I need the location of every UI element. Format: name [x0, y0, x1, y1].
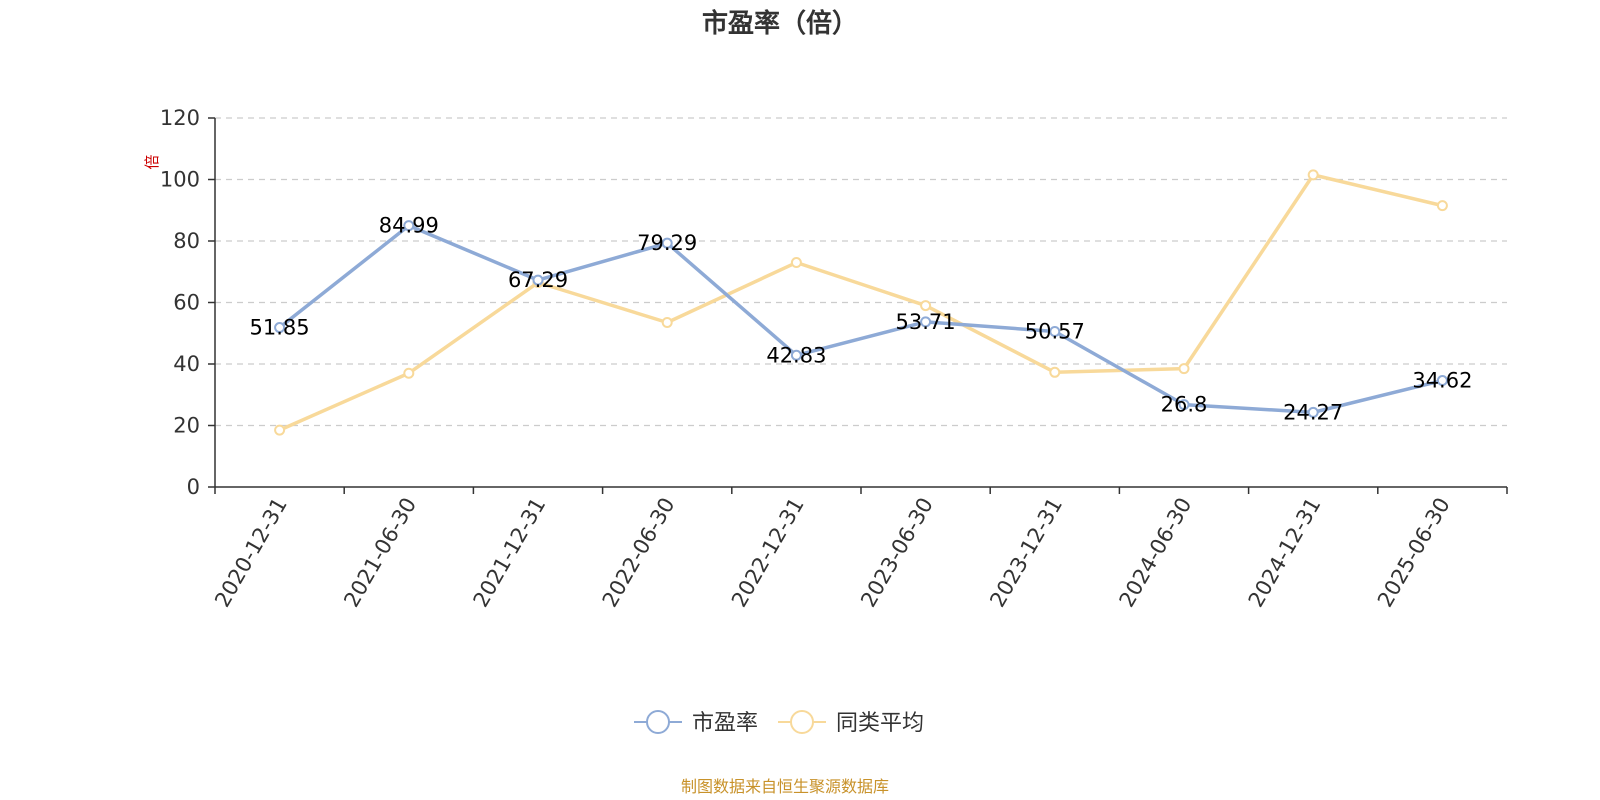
y-tick-label: 80: [173, 229, 200, 253]
data-label: 34.62: [1412, 369, 1472, 393]
data-label: 67.29: [508, 268, 568, 292]
y-axis-unit-label: 倍: [143, 154, 161, 169]
x-tick-label: 2021-06-30: [339, 494, 421, 612]
x-tick-label: 2020-12-31: [210, 494, 292, 612]
data-point[interactable]: [274, 424, 286, 436]
legend-item-1[interactable]: 市盈率: [634, 710, 758, 736]
y-tick-label: 100: [160, 168, 200, 192]
data-point[interactable]: [920, 316, 932, 328]
data-point[interactable]: [403, 367, 415, 379]
x-tick-label: 2023-12-31: [985, 494, 1067, 612]
series-line-2: [277, 173, 1445, 432]
grid-lines: [215, 117, 1507, 427]
data-point[interactable]: [790, 349, 802, 361]
x-tick-label: 2024-06-30: [1115, 494, 1197, 612]
legend[interactable]: 市盈率 同类平均: [634, 710, 924, 736]
legend-marker-icon: [790, 710, 814, 734]
series-line-1: [277, 223, 1445, 415]
data-point[interactable]: [1307, 406, 1319, 418]
data-point[interactable]: [1436, 375, 1448, 387]
data-point[interactable]: [403, 220, 415, 232]
data-point[interactable]: [1049, 366, 1061, 378]
x-tick-label: 2023-06-30: [856, 494, 938, 612]
axes: 0 20 40 60 80 100 120 2020-12-31 2021-06-30 2021-…: [160, 106, 1508, 612]
data-point[interactable]: [661, 237, 673, 249]
data-point[interactable]: [920, 300, 932, 312]
data-label: 50.57: [1025, 319, 1085, 343]
y-tick-label: 0: [187, 475, 200, 499]
x-tick-label: 2021-12-31: [469, 494, 551, 612]
x-tick-label: 2022-06-30: [598, 494, 680, 612]
y-tick-label: 120: [160, 106, 200, 130]
legend-marker-icon: [646, 710, 670, 734]
data-labels: 51.85 84.99 67.29 79.29 42.83 53.71 50.57 26.8 2…: [250, 214, 1473, 425]
data-label: 26.8: [1161, 393, 1208, 417]
chart-title: 市盈率（倍）: [702, 8, 858, 39]
x-tick-label: 2022-12-31: [727, 494, 809, 612]
data-label: 79.29: [637, 231, 697, 255]
x-tick-label: 2025-06-30: [1373, 494, 1455, 612]
source-note: 制图数据来自恒生聚源数据库: [681, 777, 889, 796]
data-point[interactable]: [532, 274, 544, 286]
data-label: 51.85: [250, 316, 310, 340]
data-point[interactable]: [274, 322, 286, 334]
legend-label: 同类平均: [836, 711, 924, 736]
legend-item-2[interactable]: 同类平均: [778, 710, 924, 736]
y-tick-label: 40: [173, 352, 200, 376]
legend-label: 市盈率: [692, 711, 758, 736]
series-layer: [274, 169, 1448, 436]
data-point[interactable]: [661, 316, 673, 328]
data-point[interactable]: [1178, 399, 1190, 411]
data-point[interactable]: [1178, 363, 1190, 375]
data-label: 84.99: [379, 214, 439, 238]
x-tick-label: 2024-12-31: [1244, 494, 1326, 612]
data-label: 24.27: [1283, 400, 1343, 424]
data-label: 53.71: [896, 310, 956, 334]
data-point[interactable]: [1436, 200, 1448, 212]
data-label: 42.83: [766, 343, 826, 367]
data-point[interactable]: [790, 257, 802, 269]
y-tick-label: 20: [173, 414, 200, 438]
y-tick-label: 60: [173, 291, 200, 315]
data-point[interactable]: [1307, 169, 1319, 181]
data-point[interactable]: [1049, 325, 1061, 337]
